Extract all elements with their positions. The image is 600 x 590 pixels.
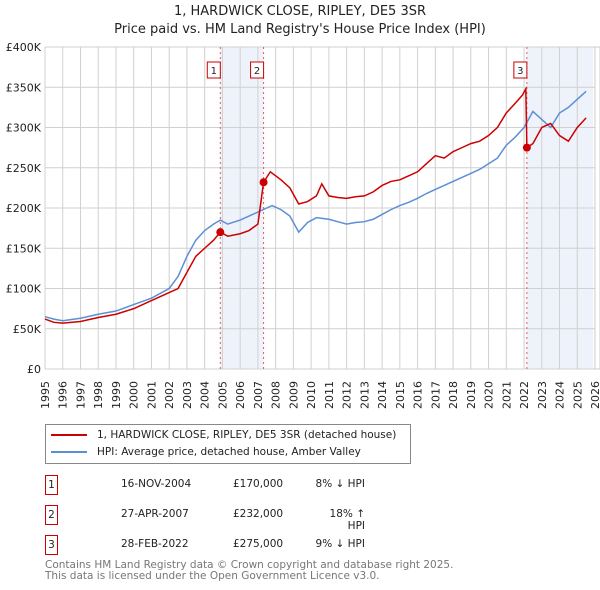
- sale-date: 27-APR-2007: [121, 508, 189, 520]
- sale-label-box: [250, 61, 265, 79]
- legend-label: HPI: Average price, detached house, Ambe…: [97, 446, 361, 458]
- x-tick-label: 2009: [287, 381, 300, 409]
- x-tick-label: 2024: [554, 381, 567, 409]
- x-tick-label: 2022: [518, 381, 531, 409]
- footer-line: Contains HM Land Registry data © Crown c…: [45, 559, 454, 571]
- x-tick-label: 2015: [394, 381, 407, 409]
- x-tick-label: 1999: [110, 381, 123, 409]
- x-tick-label: 2013: [358, 381, 371, 409]
- sale-row-2: 2 27-APR-2007 £232,000 18% ↑ HPI: [45, 505, 445, 532]
- sale-point: [259, 178, 268, 187]
- sale-marker: 2: [45, 505, 58, 525]
- chart-subtitle: Price paid vs. HM Land Registry's House …: [114, 22, 486, 37]
- sale-date: 28-FEB-2022: [121, 538, 189, 550]
- sale-hpi: 9% ↓ HPI: [315, 538, 365, 550]
- x-tick-label: 1996: [57, 381, 70, 409]
- x-tick-label: 2007: [252, 381, 265, 409]
- x-tick-label: 2019: [465, 381, 478, 409]
- y-tick-label: £100K: [6, 283, 42, 296]
- x-tick-label: 1998: [92, 381, 105, 409]
- x-tick-label: 2008: [270, 381, 283, 409]
- x-tick-label: 2005: [216, 381, 229, 409]
- x-tick-label: 2010: [305, 381, 318, 409]
- y-tick-label: £350K: [6, 81, 42, 94]
- legend-item-property: 1, HARDWICK CLOSE, RIPLEY, DE5 3SR (deta…: [51, 429, 396, 441]
- sale-point: [216, 228, 225, 237]
- sale-hpi: 8% ↓ HPI: [315, 478, 365, 490]
- x-tick-label: 2001: [145, 381, 158, 409]
- x-tick-label: 2003: [181, 381, 194, 409]
- sale-hpi: 18% ↑ HPI: [329, 508, 365, 532]
- y-tick-label: £400K: [6, 41, 42, 54]
- x-tick-label: 2016: [412, 381, 425, 409]
- x-tick-label: 1997: [74, 381, 87, 409]
- x-tick-label: 2018: [447, 381, 460, 409]
- footer-line: This data is licensed under the Open Gov…: [45, 569, 380, 582]
- sale-marker: 1: [45, 475, 58, 495]
- future-hatch: [594, 46, 600, 370]
- x-tick-label: 2012: [341, 381, 354, 409]
- y-tick-label: £300K: [6, 122, 42, 135]
- x-tick-label: 2025: [571, 381, 584, 409]
- legend-swatch-blue: [51, 451, 87, 453]
- legend-item-hpi: HPI: Average price, detached house, Ambe…: [51, 446, 361, 458]
- y-tick-label: £150K: [6, 242, 42, 255]
- x-tick-label: 1995: [39, 381, 52, 409]
- legend-label: 1, HARDWICK CLOSE, RIPLEY, DE5 3SR (deta…: [97, 429, 397, 441]
- legend: 1, HARDWICK CLOSE, RIPLEY, DE5 3SR (deta…: [45, 424, 411, 464]
- x-tick-label: 2017: [429, 381, 442, 409]
- x-tick-label: 2023: [536, 381, 549, 409]
- sale-date: 16-NOV-2004: [121, 478, 192, 490]
- sale-label: 1: [211, 66, 217, 77]
- series-line-property: [44, 86, 587, 324]
- sale-price: £275,000: [233, 538, 284, 550]
- x-tick-label: 2011: [323, 381, 336, 409]
- x-tick-label: 2002: [163, 381, 176, 409]
- sale-marker: 3: [45, 535, 58, 555]
- y-tick-label: £0: [27, 363, 41, 376]
- y-tick-label: £250K: [6, 162, 42, 175]
- x-tick-label: 2000: [128, 381, 141, 409]
- x-tick-label: 2014: [376, 381, 389, 409]
- y-tick-label: £200K: [6, 202, 42, 215]
- x-tick-label: 2021: [500, 381, 513, 409]
- sale-label: 3: [517, 66, 523, 77]
- x-tick-label: 2020: [483, 381, 496, 409]
- sale-label: 2: [254, 66, 260, 77]
- sale-label-box: [513, 61, 528, 79]
- x-tick-label: 2026: [589, 381, 600, 409]
- sale-row-3: 3 28-FEB-2022 £275,000 9% ↓ HPI: [45, 535, 445, 555]
- footer-note: Contains HM Land Registry data © Crown c…: [45, 560, 453, 581]
- legend-swatch-red: [51, 434, 87, 436]
- sale-point: [522, 143, 531, 152]
- x-tick-label: 2004: [199, 381, 212, 409]
- plot-area: 1995 1996 1997 1998 1999 2000 2001 2002 2003 2004…: [6, 41, 600, 409]
- sale-label-box: [206, 61, 221, 79]
- sale-price: £232,000: [233, 508, 284, 520]
- y-tick-label: £50K: [13, 323, 42, 336]
- x-tick-label: 2006: [234, 381, 247, 409]
- chart-title: 1, HARDWICK CLOSE, RIPLEY, DE5 3SR: [173, 4, 427, 19]
- sale-row-1: 1 16-NOV-2004 £170,000 8% ↓ HPI: [45, 475, 445, 495]
- sale-price: £170,000: [233, 478, 284, 490]
- series-line-hpi: [44, 90, 587, 322]
